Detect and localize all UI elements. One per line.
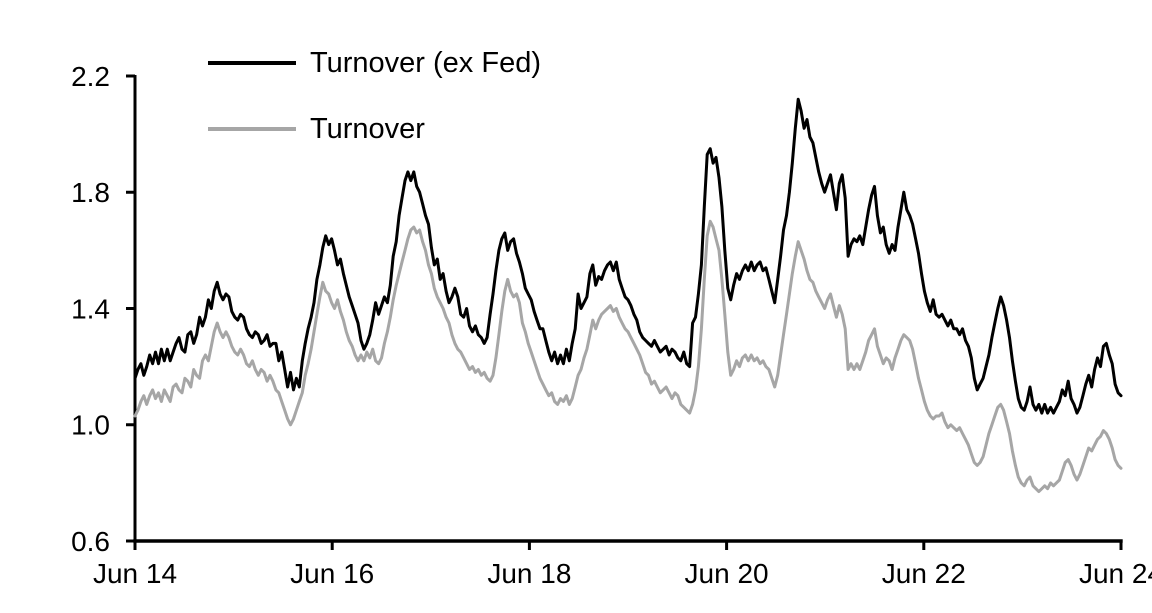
series-line-turnover [133,219,1123,494]
legend-row: Turnover (ex Fed) [208,42,541,84]
legend-label-turnover-ex-fed: Turnover (ex Fed) [310,46,541,79]
y-tick-label: 1.8 [71,177,110,208]
legend-line-swatch-black [208,61,296,65]
y-tick-label: 0.6 [71,526,110,557]
x-tick-label: Jun 18 [487,558,571,589]
x-tick-label: Jun 14 [93,558,177,589]
y-tick-label: 2.2 [71,61,110,92]
x-tick-label: Jun 22 [882,558,966,589]
legend-label-turnover: Turnover [310,112,425,145]
y-tick-label: 1.0 [71,410,110,441]
x-tick-label: Jun 20 [685,558,769,589]
chart-canvas: 0.6 1.0 1.4 1.8 2.2 Jun 14 Jun 16 Jun 18 Jun 20 J… [71,61,1152,589]
y-tick-label: 1.4 [71,293,110,324]
series-line-turnover-ex-fed [133,97,1123,415]
turnover-line-chart: 0.6 1.0 1.4 1.8 2.2 Jun 14 Jun 16 Jun 18 Jun 20 J… [40,16,1152,613]
chart-legend: Turnover (ex Fed) Turnover [208,42,541,174]
x-tick-label: Jun 24 [1079,558,1152,589]
legend-line-swatch-gray [208,127,296,131]
x-tick-label: Jun 16 [290,558,374,589]
legend-row: Turnover [208,108,541,150]
